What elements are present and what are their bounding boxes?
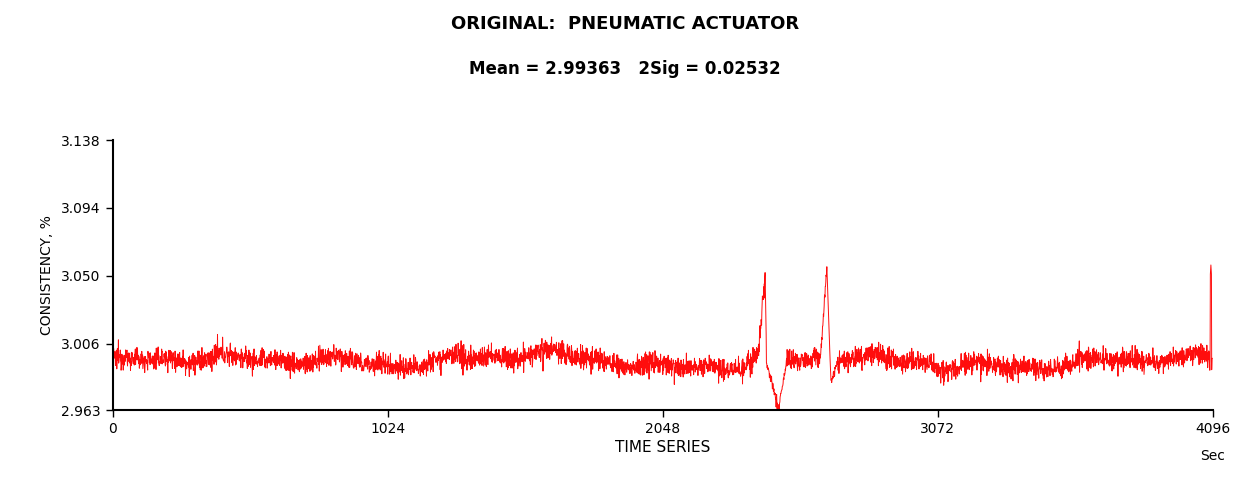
Text: ORIGINAL:  PNEUMATIC ACTUATOR: ORIGINAL: PNEUMATIC ACTUATOR	[451, 15, 799, 33]
Text: Sec: Sec	[1200, 449, 1225, 463]
Y-axis label: CONSISTENCY, %: CONSISTENCY, %	[40, 215, 54, 335]
X-axis label: TIME SERIES: TIME SERIES	[615, 440, 710, 455]
Text: Mean = 2.99363   2Sig = 0.02532: Mean = 2.99363 2Sig = 0.02532	[469, 60, 781, 78]
